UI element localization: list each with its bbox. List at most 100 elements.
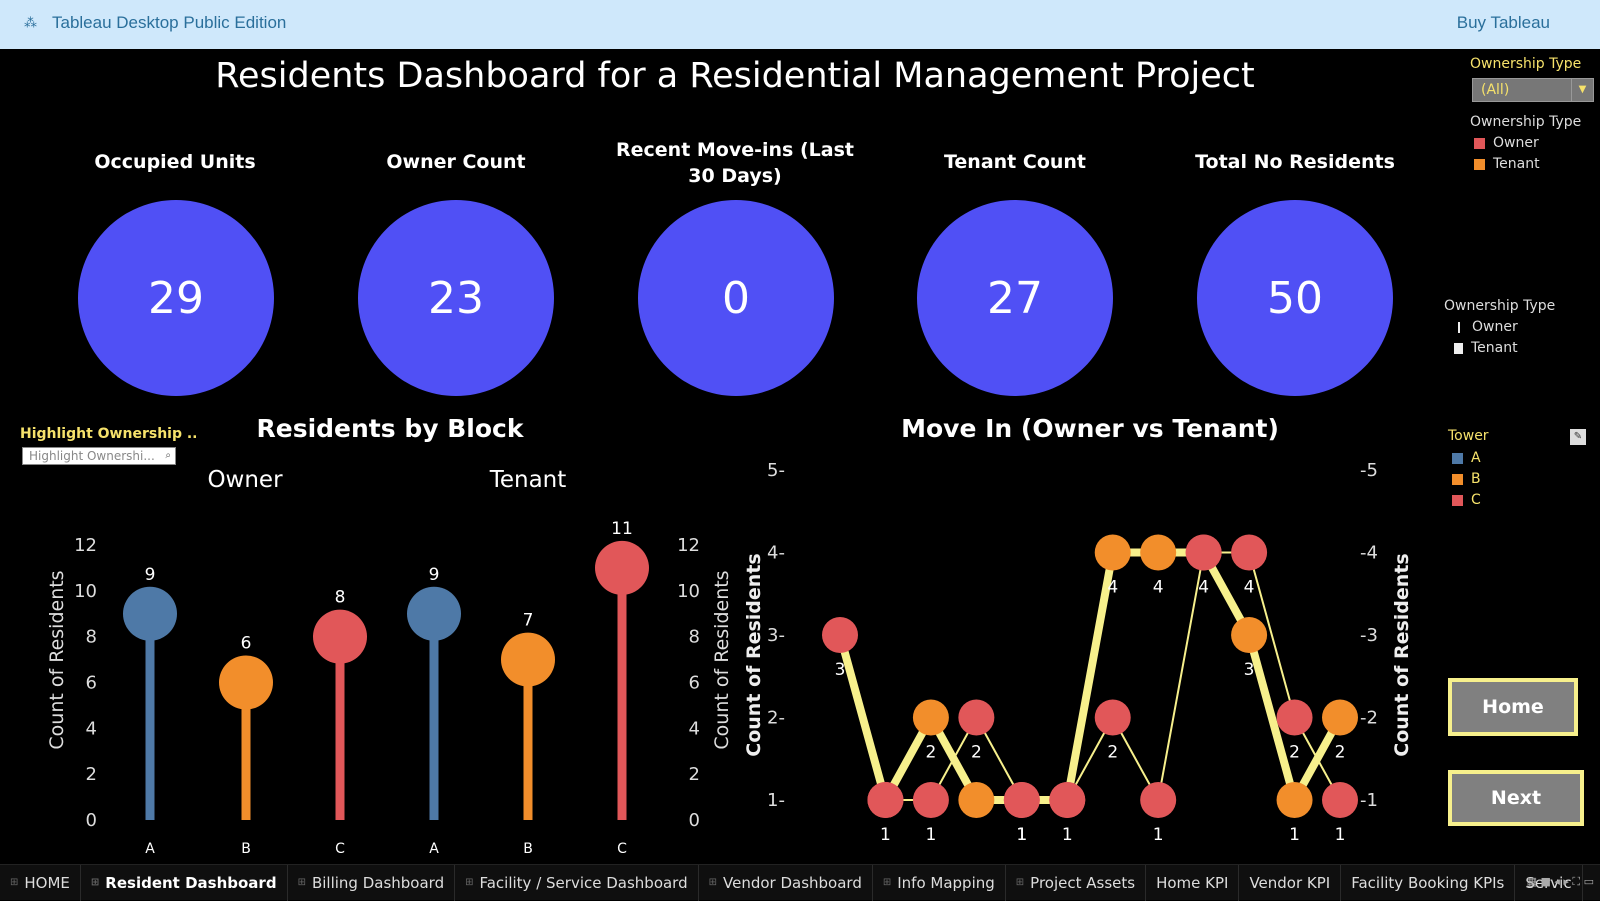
tab-billing-dashboard[interactable]: ⊞ Billing Dashboard: [288, 864, 456, 901]
line-point[interactable]: [1276, 782, 1313, 818]
highlight-ownership-title: Highlight Ownership ..: [20, 426, 198, 442]
kpi-tenant-count-label: Tenant Count: [943, 151, 1087, 173]
size-legend-tenant[interactable]: Tenant: [1454, 340, 1518, 356]
tower-legend-b[interactable]: B: [1452, 471, 1481, 487]
left-y-tick: 1-: [767, 790, 785, 811]
tenant-swatch-icon: [1474, 158, 1485, 170]
series-line-owner: [836, 548, 1344, 804]
tab-nav-controls[interactable]: ▦ ■ ◂ ▸ ⛶ ▭: [1526, 875, 1594, 888]
line-point[interactable]: [1185, 534, 1222, 571]
search-icon[interactable]: ⌕: [165, 450, 171, 461]
kpi-total-residents-value: 50: [1267, 272, 1323, 324]
sheet-icon: ⊞: [708, 877, 717, 888]
right-y-tick: -5: [1360, 460, 1378, 481]
tenant-y-tick: 6: [689, 673, 700, 694]
left-y-tick: 2-: [767, 708, 785, 729]
ownership-type-dropdown[interactable]: (All) ▼: [1472, 78, 1594, 102]
point-label: 2: [1289, 743, 1300, 763]
line-point[interactable]: [1322, 699, 1358, 736]
tab-label: Vendor Dashboard: [723, 873, 862, 892]
line-point[interactable]: [912, 782, 949, 818]
line-point[interactable]: [958, 699, 995, 736]
left-y-tick: 4-: [767, 543, 785, 564]
title-bar: ⁂ Tableau Desktop Public Edition Buy Tab…: [0, 0, 1600, 49]
line-point[interactable]: [1049, 782, 1086, 818]
lollipop-head[interactable]: [219, 655, 273, 710]
line-point[interactable]: [867, 782, 904, 818]
lollipop-head[interactable]: [595, 540, 649, 595]
size-legend-owner[interactable]: Owner: [1454, 319, 1518, 335]
tab-project-assets[interactable]: ⊞ Project Assets: [1006, 864, 1147, 901]
kpi-occupied-units-circle[interactable]: 29: [78, 200, 274, 396]
right-y-axis-label: Count of Residents: [1391, 553, 1413, 756]
sheet-icon: ⊞: [90, 877, 100, 888]
legend-item-label: B: [1471, 471, 1481, 487]
data-label: 8: [335, 588, 346, 608]
lollipop-head[interactable]: [313, 609, 367, 664]
data-label: 7: [523, 611, 534, 631]
kpi-occupied-units-label: Occupied Units: [94, 151, 256, 173]
tenant-y-tick: 12: [677, 535, 700, 556]
tab-home-kpi[interactable]: Home KPI: [1146, 864, 1240, 901]
tab-vendor-dashboard[interactable]: ⊞ Vendor Dashboard: [699, 864, 873, 901]
kpi-total-residents-circle[interactable]: 50: [1197, 200, 1393, 396]
tab-label: Servic: [1525, 873, 1572, 892]
app-title: Tableau Desktop Public Edition: [52, 13, 287, 32]
kpi-occupied-units-value: 29: [148, 272, 204, 324]
tab-facility-booking-kpis[interactable]: Facility Booking KPIs: [1341, 864, 1516, 901]
tab-servic[interactable]: Servic: [1515, 864, 1583, 901]
kpi-total-residents-label: Total No Residents: [1195, 151, 1395, 173]
tab-info-mapping[interactable]: ⊞ Info Mapping: [873, 864, 1006, 901]
kpi-recent-move-ins-circle[interactable]: 0: [638, 200, 834, 396]
line-point[interactable]: [1140, 782, 1177, 818]
kpi-owner-count-circle[interactable]: 23: [358, 200, 554, 396]
tab-vendor-kpi[interactable]: Vendor KPI: [1239, 864, 1342, 901]
point-label: 2: [925, 743, 936, 763]
line-point[interactable]: [1003, 782, 1040, 818]
lollipop-head[interactable]: [407, 586, 461, 641]
line-point[interactable]: [1140, 534, 1177, 571]
line-point[interactable]: [1231, 534, 1268, 571]
data-label: 9: [145, 565, 156, 585]
line-point[interactable]: [958, 782, 995, 818]
next-button[interactable]: Next: [1448, 770, 1584, 826]
legend-item-label: Owner: [1493, 135, 1539, 151]
line-point[interactable]: [822, 617, 858, 653]
ownership-type-dropdown-value: (All): [1481, 82, 1510, 98]
x-tick-label: C: [617, 841, 627, 857]
left-y-axis-label: Count of Residents: [743, 553, 765, 756]
legend-item-tenant[interactable]: Tenant: [1474, 156, 1540, 172]
tower-legend-a[interactable]: A: [1452, 450, 1481, 466]
point-label: 1: [1016, 825, 1027, 845]
line-point[interactable]: [1094, 699, 1131, 736]
legend-item-owner[interactable]: Owner: [1474, 135, 1539, 151]
highlight-ownership-input[interactable]: Highlight Ownershi... ⌕: [22, 447, 176, 465]
sheet-icon: ⊞: [882, 877, 892, 888]
right-y-tick: -3: [1360, 625, 1378, 646]
lollipop-head[interactable]: [501, 632, 555, 687]
tab-home[interactable]: ⊞ HOME: [0, 864, 81, 901]
point-label: 3: [1244, 660, 1255, 680]
owner-panel-title: Owner: [207, 467, 283, 493]
chevron-down-icon[interactable]: ▼: [1571, 79, 1593, 101]
line-point[interactable]: [1276, 699, 1313, 736]
line-point[interactable]: [1094, 534, 1131, 571]
tower-legend-c[interactable]: C: [1452, 492, 1481, 508]
home-button[interactable]: Home: [1448, 678, 1578, 736]
data-label: 11: [611, 519, 633, 539]
point-label: 3: [835, 660, 846, 680]
line-point[interactable]: [1322, 782, 1358, 818]
sheet-icon: ⊞: [10, 877, 19, 888]
edit-legend-icon[interactable]: ✎: [1570, 429, 1586, 445]
line-point[interactable]: [912, 699, 949, 736]
point-label: 1: [1289, 825, 1300, 845]
lollipop-head[interactable]: [123, 586, 177, 641]
left-y-tick: 3-: [767, 625, 785, 646]
kpi-owner-count-label: Owner Count: [386, 151, 526, 173]
kpi-tenant-count-circle[interactable]: 27: [917, 200, 1113, 396]
line-point[interactable]: [1231, 617, 1268, 653]
tab-facility-service-dashboard[interactable]: ⊞ Facility / Service Dashboard: [455, 864, 699, 901]
buy-tableau-link[interactable]: Buy Tableau: [1456, 13, 1550, 32]
tab-resident-dashboard[interactable]: ⊞ Resident Dashboard: [81, 864, 288, 901]
tab-label: Project Assets: [1030, 873, 1136, 892]
